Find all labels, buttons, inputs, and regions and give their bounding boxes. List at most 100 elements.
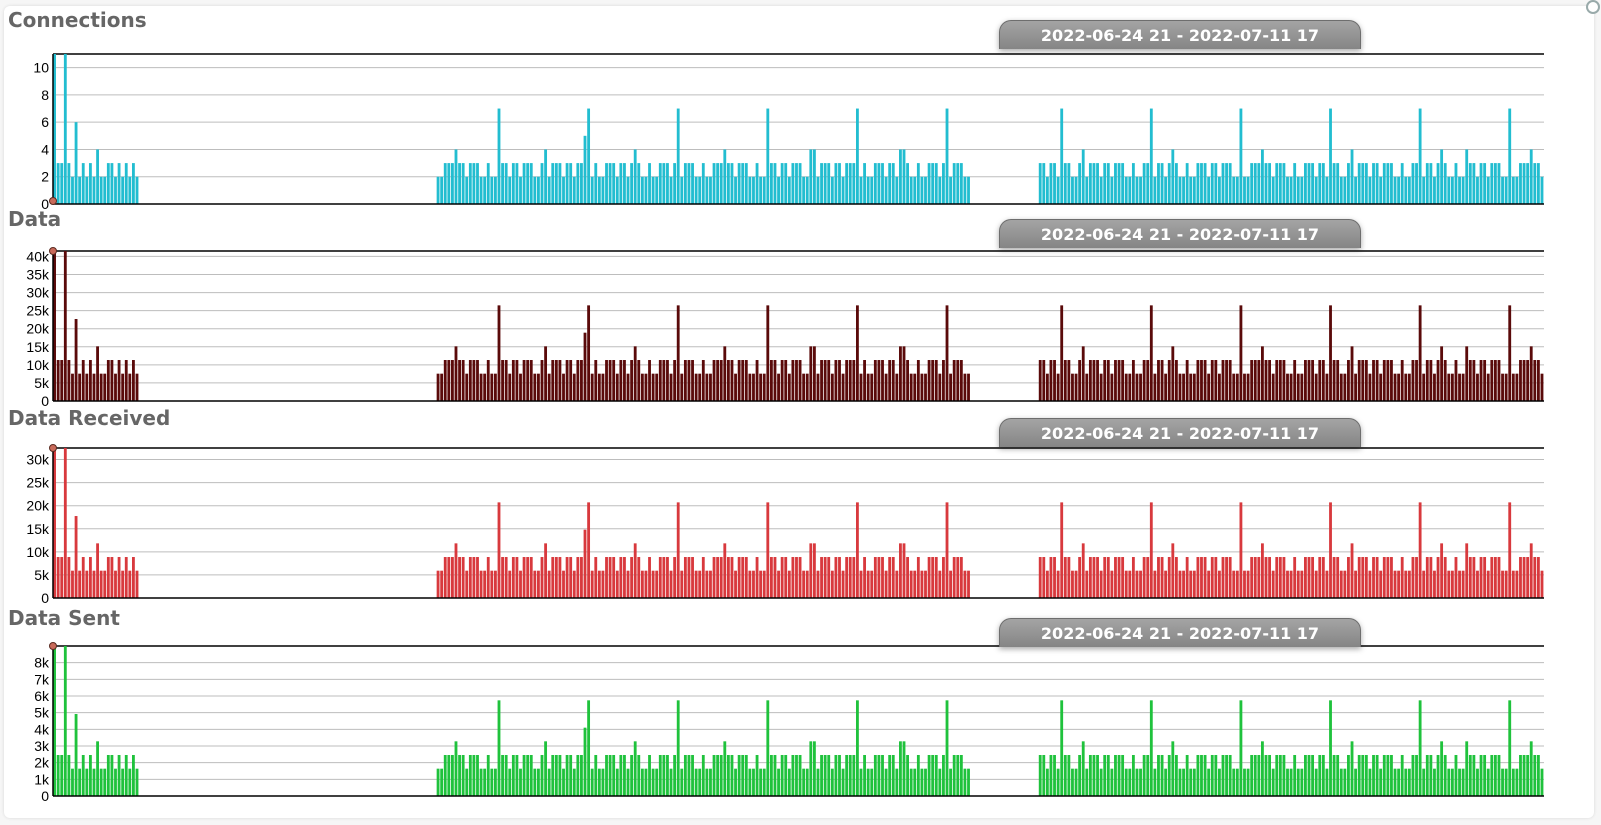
bar[interactable] bbox=[934, 163, 938, 204]
bar[interactable] bbox=[1425, 755, 1429, 796]
bar[interactable] bbox=[1511, 176, 1515, 204]
bar[interactable] bbox=[662, 557, 666, 598]
bar[interactable] bbox=[709, 768, 712, 796]
bar[interactable] bbox=[501, 360, 504, 401]
bar[interactable] bbox=[712, 360, 716, 401]
bar[interactable] bbox=[436, 373, 440, 401]
bar[interactable] bbox=[777, 768, 780, 796]
bar[interactable] bbox=[949, 373, 953, 401]
bar[interactable] bbox=[1074, 176, 1078, 204]
bar[interactable] bbox=[716, 557, 720, 598]
bar[interactable] bbox=[1418, 305, 1422, 401]
bar[interactable] bbox=[637, 755, 641, 796]
bar[interactable] bbox=[1106, 755, 1110, 796]
bar[interactable] bbox=[454, 149, 458, 204]
bar[interactable] bbox=[1268, 163, 1271, 204]
bar[interactable] bbox=[1060, 700, 1064, 796]
bar[interactable] bbox=[658, 360, 662, 401]
bar[interactable] bbox=[1304, 557, 1307, 598]
bar[interactable] bbox=[766, 108, 770, 204]
bar[interactable] bbox=[769, 557, 773, 598]
bar[interactable] bbox=[1461, 373, 1465, 401]
bar[interactable] bbox=[716, 755, 720, 796]
bar[interactable] bbox=[644, 768, 648, 796]
bar[interactable] bbox=[744, 755, 748, 796]
bar[interactable] bbox=[1171, 346, 1175, 401]
bar[interactable] bbox=[1203, 163, 1207, 204]
bar[interactable] bbox=[558, 557, 562, 598]
bar[interactable] bbox=[580, 163, 583, 204]
bar[interactable] bbox=[927, 557, 931, 598]
bar[interactable] bbox=[114, 768, 117, 796]
bar[interactable] bbox=[823, 557, 827, 598]
bar[interactable] bbox=[1468, 755, 1472, 796]
bar[interactable] bbox=[683, 755, 687, 796]
bar[interactable] bbox=[60, 557, 64, 598]
bar[interactable] bbox=[669, 768, 673, 796]
bar[interactable] bbox=[1447, 570, 1451, 598]
bar[interactable] bbox=[723, 149, 727, 204]
bar[interactable] bbox=[683, 360, 687, 401]
bar[interactable] bbox=[1354, 570, 1358, 598]
bar[interactable] bbox=[619, 557, 623, 598]
bar[interactable] bbox=[1268, 557, 1271, 598]
bar[interactable] bbox=[931, 163, 935, 204]
bar[interactable] bbox=[114, 570, 117, 598]
bar[interactable] bbox=[1529, 741, 1533, 796]
bar[interactable] bbox=[848, 557, 852, 598]
bar[interactable] bbox=[655, 373, 659, 401]
bar[interactable] bbox=[1329, 502, 1332, 598]
bar[interactable] bbox=[1436, 755, 1440, 796]
bar[interactable] bbox=[712, 557, 716, 598]
bar[interactable] bbox=[1368, 768, 1372, 796]
bar[interactable] bbox=[1192, 570, 1196, 598]
bar[interactable] bbox=[1261, 543, 1264, 598]
bar[interactable] bbox=[1160, 163, 1164, 204]
bar[interactable] bbox=[1300, 373, 1304, 401]
bar[interactable] bbox=[529, 557, 533, 598]
bar[interactable] bbox=[726, 755, 730, 796]
bar[interactable] bbox=[1540, 176, 1544, 204]
bar[interactable] bbox=[1400, 360, 1404, 401]
bar[interactable] bbox=[1318, 163, 1322, 204]
bar[interactable] bbox=[1375, 557, 1379, 598]
bar[interactable] bbox=[594, 557, 598, 598]
bar[interactable] bbox=[1174, 360, 1178, 401]
bar[interactable] bbox=[494, 373, 497, 401]
bar[interactable] bbox=[863, 360, 866, 401]
bar[interactable] bbox=[805, 176, 809, 204]
bar[interactable] bbox=[124, 360, 128, 401]
bar[interactable] bbox=[1146, 557, 1150, 598]
bar[interactable] bbox=[67, 755, 71, 796]
bar[interactable] bbox=[1149, 502, 1153, 598]
bar[interactable] bbox=[1275, 755, 1279, 796]
bar[interactable] bbox=[687, 557, 691, 598]
bar[interactable] bbox=[655, 570, 659, 598]
bar[interactable] bbox=[511, 360, 515, 401]
bar[interactable] bbox=[88, 360, 92, 401]
bar[interactable] bbox=[1060, 502, 1064, 598]
bar[interactable] bbox=[1339, 768, 1343, 796]
bar[interactable] bbox=[741, 557, 745, 598]
bar[interactable] bbox=[1278, 360, 1282, 401]
bar[interactable] bbox=[709, 373, 712, 401]
bar[interactable] bbox=[942, 163, 945, 204]
bar[interactable] bbox=[508, 570, 512, 598]
bar[interactable] bbox=[1092, 360, 1096, 401]
bar[interactable] bbox=[791, 755, 795, 796]
bar[interactable] bbox=[1504, 373, 1508, 401]
bar[interactable] bbox=[504, 163, 508, 204]
bar[interactable] bbox=[1074, 570, 1078, 598]
bar[interactable] bbox=[1422, 570, 1426, 598]
bar[interactable] bbox=[1357, 163, 1361, 204]
bar[interactable] bbox=[1536, 557, 1540, 598]
bar[interactable] bbox=[1311, 163, 1315, 204]
bar[interactable] bbox=[1085, 176, 1089, 204]
bar[interactable] bbox=[852, 360, 856, 401]
bar[interactable] bbox=[1493, 755, 1497, 796]
bar[interactable] bbox=[769, 755, 773, 796]
bar[interactable] bbox=[1146, 755, 1150, 796]
bar[interactable] bbox=[1221, 557, 1225, 598]
bar[interactable] bbox=[1429, 755, 1433, 796]
bar[interactable] bbox=[709, 570, 712, 598]
